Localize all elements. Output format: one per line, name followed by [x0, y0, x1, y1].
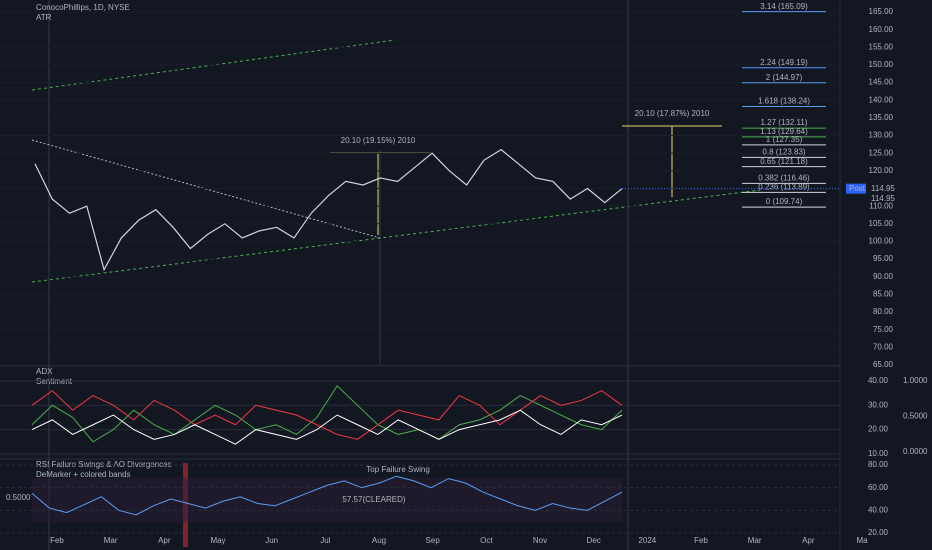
- price-tick-label: 105.00: [869, 219, 894, 228]
- last-price: 114.95: [871, 184, 895, 193]
- post-label: Post: [849, 184, 866, 193]
- price-tick-label: 125.00: [869, 148, 894, 157]
- adx-tick-label: 20.00: [868, 425, 889, 434]
- fib-label: 1.27 (132.11): [761, 118, 808, 127]
- price-tick-label: 80.00: [873, 307, 894, 316]
- x-tick-label: Feb: [50, 536, 64, 545]
- x-tick-label: Oct: [480, 536, 493, 545]
- prev-price: 114.95: [871, 194, 895, 203]
- adx-tick-label: 40.00: [868, 376, 889, 385]
- price-tick-label: 70.00: [873, 342, 894, 351]
- price-tick-label: 135.00: [869, 113, 894, 122]
- fib-label: 0 (109.74): [766, 197, 803, 206]
- price-tick-label: 120.00: [869, 166, 894, 175]
- annotation: 57.57(CLEARED): [342, 495, 405, 504]
- price-tick-label: 145.00: [869, 78, 894, 87]
- price-tick-label: 65.00: [873, 360, 894, 369]
- symbol: ConocoPhillips, 1D, NYSE: [36, 3, 130, 12]
- fib-label: 0.236 (113.89): [758, 183, 810, 192]
- rsi-tick-label: 80.00: [868, 460, 889, 469]
- price-tick-label: 90.00: [873, 272, 894, 281]
- x-tick-label: Dec: [587, 536, 601, 545]
- x-tick-label: Mar: [748, 536, 762, 545]
- price-tick-label: 150.00: [869, 60, 894, 69]
- price-tick-label: 165.00: [869, 7, 894, 16]
- rsi-tick-label: 60.00: [868, 483, 889, 492]
- post-tag: [846, 183, 866, 194]
- price-tick-label: 75.00: [873, 325, 894, 334]
- price-line: [34, 148, 623, 272]
- price-tick-label: 100.00: [869, 237, 894, 246]
- x-tick-label: Mar: [104, 536, 118, 545]
- adx-tick-label: 30.00: [868, 400, 889, 409]
- trend-line: [31, 39, 396, 91]
- fib-label: 2 (144.97): [766, 73, 803, 82]
- x-tick-label: Jul: [320, 536, 330, 545]
- indicator: ATR: [36, 13, 52, 22]
- x-tick-label: Ma: [856, 536, 868, 545]
- price-tick-label: 95.00: [873, 254, 894, 263]
- x-tick-label: Nov: [533, 536, 547, 545]
- fib-label: 1 (127.35): [766, 135, 803, 144]
- pane-subtitle: DeMarker + colored bands: [36, 470, 131, 479]
- fib-label: 0.65 (121.18): [760, 157, 808, 166]
- x-tick-label: Apr: [802, 536, 815, 545]
- rsi-tick-label: 40.00: [868, 505, 889, 514]
- sentiment-tick-label: 0.5000: [903, 412, 928, 421]
- x-tick-label: Feb: [694, 536, 708, 545]
- price-tick-label: 85.00: [873, 290, 894, 299]
- fib-label: 2.24 (149.19): [760, 58, 808, 67]
- price-tick-label: 140.00: [869, 95, 894, 104]
- adx-line: [31, 409, 623, 445]
- adx-line: [31, 390, 623, 440]
- rsi-line: [31, 475, 623, 516]
- fib-label: 0.8 (123.83): [762, 147, 805, 156]
- price-tag: [868, 183, 896, 194]
- price-tick-label: 160.00: [869, 25, 894, 34]
- adx-tick-label: 10.00: [868, 449, 889, 458]
- x-tick-label: 2024: [638, 536, 656, 545]
- trend-line: [31, 189, 761, 283]
- adx-line: [31, 385, 623, 443]
- x-tick-label: Jun: [265, 536, 278, 545]
- left-tick-label: 0.5000: [6, 493, 31, 502]
- pane-title: ADX: [36, 367, 53, 376]
- fib-label: 1.13 (129.64): [760, 127, 808, 136]
- price-tick-label: 110.00: [869, 201, 893, 210]
- annotation: Top Failure Swing: [366, 465, 430, 474]
- sentiment-tick-label: 0.0000: [903, 447, 928, 456]
- x-tick-label: Aug: [372, 536, 386, 545]
- fib-label: 3.14 (165.09): [760, 2, 808, 11]
- range-label: 20.10 (17.87%) 2010: [635, 109, 710, 118]
- price-tick-label: 130.00: [869, 131, 894, 140]
- sentiment-tick-label: 1.0000: [903, 376, 928, 385]
- pane-subtitle: Sentiment: [36, 377, 73, 386]
- band: [32, 478, 622, 522]
- x-tick-label: Apr: [158, 536, 171, 545]
- range-label: 20.10 (19.15%) 2010: [341, 136, 416, 145]
- fib-label: 0.382 (116.46): [758, 173, 810, 182]
- rsi-tick-label: 20.00: [868, 528, 889, 537]
- price-tick-label: 155.00: [869, 42, 894, 51]
- x-tick-label: May: [210, 536, 225, 545]
- x-tick-label: Sep: [426, 536, 441, 545]
- fib-label: 1.618 (138.24): [758, 97, 810, 106]
